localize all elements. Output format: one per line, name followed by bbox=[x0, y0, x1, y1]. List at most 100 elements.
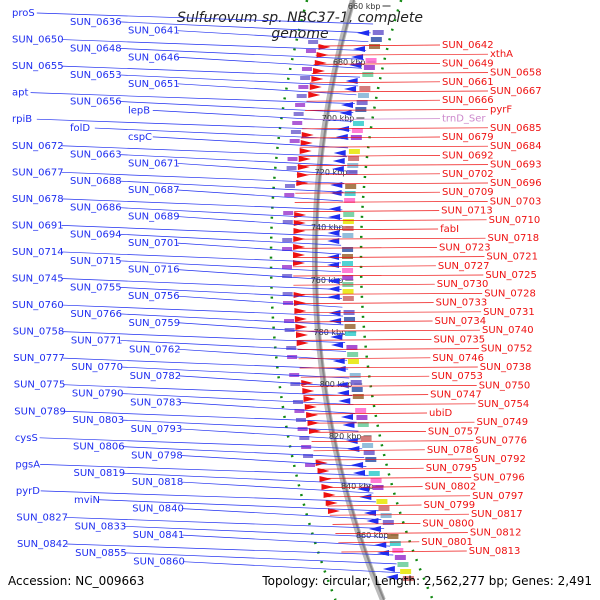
reverse-gene-arrow bbox=[325, 500, 338, 506]
gene-label: SUN_0759 bbox=[129, 318, 181, 329]
gene-label: SUN_0833 bbox=[75, 521, 127, 532]
gene-tile bbox=[356, 100, 368, 105]
gene-leader-line bbox=[302, 385, 477, 387]
gene-label: SUN_0650 bbox=[12, 35, 64, 46]
gene-label: SUN_0795 bbox=[426, 463, 478, 474]
gene-label: SUN_0677 bbox=[12, 167, 64, 178]
gene-tile bbox=[305, 463, 316, 467]
gene-label: SUN_0812 bbox=[470, 528, 522, 539]
reverse-gene-arrow bbox=[303, 396, 316, 402]
gene-label: SUN_0734 bbox=[435, 316, 487, 327]
reverse-gene-arrow bbox=[295, 324, 308, 330]
scale-label: 700 kbp bbox=[322, 114, 355, 123]
gene-leader-line bbox=[177, 242, 342, 255]
gene-leader-line bbox=[119, 313, 344, 326]
gene-leader-line bbox=[299, 366, 478, 369]
gene-leader-line bbox=[338, 541, 420, 544]
gene-label: SUN_0782 bbox=[130, 371, 182, 382]
gene-tile bbox=[344, 198, 356, 203]
gene-leader-line bbox=[293, 247, 437, 249]
gene-leader-line bbox=[297, 164, 489, 166]
forward-gene-arrow bbox=[331, 166, 344, 172]
gene-tile bbox=[287, 157, 298, 161]
forward-gene-arrow bbox=[374, 542, 387, 548]
gene-tile bbox=[382, 520, 394, 525]
gene-tile bbox=[342, 261, 354, 266]
gene-label: SUN_0735 bbox=[433, 334, 485, 345]
forward-gene-arrow bbox=[329, 318, 342, 324]
gene-label: SUN_0679 bbox=[442, 132, 494, 143]
gene-tile bbox=[290, 130, 301, 134]
gene-label: SUN_0855 bbox=[75, 548, 127, 559]
gene-label: SUN_0803 bbox=[72, 415, 124, 426]
gene-label: SUN_0718 bbox=[488, 233, 540, 244]
gene-leader-line bbox=[293, 237, 486, 240]
reverse-gene-arrow bbox=[297, 164, 310, 170]
gene-leader-line bbox=[300, 375, 430, 378]
gene-tile bbox=[369, 44, 381, 49]
gene-label: SUN_0783 bbox=[130, 397, 182, 408]
gene-tile bbox=[376, 499, 388, 504]
gene-label: SUN_0776 bbox=[475, 436, 527, 447]
gene-label: SUN_0799 bbox=[424, 500, 476, 511]
gene-tile bbox=[346, 170, 358, 175]
gene-leader-line bbox=[296, 339, 432, 341]
forward-gene-arrow bbox=[328, 310, 341, 316]
accession-label: Accession: NC_009663 bbox=[8, 574, 145, 588]
forward-gene-arrow bbox=[328, 206, 341, 212]
gene-leader-line bbox=[297, 348, 479, 350]
gene-label: SUN_0653 bbox=[70, 70, 122, 81]
gene-label: SUN_0694 bbox=[70, 229, 122, 240]
gene-label: SUN_0786 bbox=[427, 445, 479, 456]
gene-leader-line bbox=[311, 440, 474, 442]
gene-leader-line bbox=[119, 180, 344, 193]
gene-tile bbox=[350, 380, 362, 385]
gene-label: SUN_0725 bbox=[485, 270, 537, 281]
gene-leader-line bbox=[119, 287, 342, 299]
gene-leader-line bbox=[315, 53, 489, 56]
gene-tile bbox=[397, 562, 409, 567]
gene-tile bbox=[359, 86, 371, 91]
gene-leader-line bbox=[294, 201, 488, 203]
reverse-gene-arrow bbox=[311, 76, 324, 82]
gene-label: cysS bbox=[15, 433, 38, 444]
gene-leader-line bbox=[121, 393, 354, 405]
gene-tile bbox=[362, 72, 374, 77]
gene-leader-line bbox=[177, 189, 343, 202]
gene-tile bbox=[345, 331, 357, 336]
gene-leader-line bbox=[313, 63, 441, 65]
forward-gene-arrow bbox=[335, 134, 348, 140]
gene-tile bbox=[342, 254, 354, 259]
gene-label: SUN_0798 bbox=[131, 451, 183, 462]
gene-tile bbox=[346, 345, 358, 350]
forward-gene-arrow bbox=[327, 294, 340, 300]
gene-leader-line bbox=[152, 136, 349, 149]
gene-label: SUN_0793 bbox=[131, 424, 183, 435]
scale-label: 860 kbp bbox=[356, 531, 389, 540]
gene-leader-line bbox=[298, 357, 431, 360]
reverse-gene-arrow bbox=[309, 84, 322, 90]
gene-leader-line bbox=[311, 72, 489, 74]
gene-leader-line bbox=[304, 109, 489, 111]
gene-label: SUN_0775 bbox=[14, 380, 66, 391]
gene-leader-line bbox=[179, 375, 351, 388]
gene-tile bbox=[294, 409, 305, 413]
gene-tile bbox=[347, 359, 359, 364]
gene-label: SUN_0749 bbox=[476, 417, 528, 428]
gene-label: SUN_0747 bbox=[430, 390, 482, 401]
forward-gene-arrow bbox=[332, 158, 345, 164]
gene-tile bbox=[389, 541, 401, 546]
gene-tile bbox=[296, 94, 307, 98]
gene-label: folD bbox=[70, 123, 90, 134]
gene-leader-line bbox=[65, 517, 385, 529]
gene-label: SUN_0678 bbox=[12, 194, 64, 205]
gene-leader-line bbox=[324, 495, 471, 498]
gene-label: SUN_0688 bbox=[70, 176, 122, 187]
gene-leader-line bbox=[63, 384, 352, 397]
gene-label: SUN_0733 bbox=[436, 298, 488, 309]
scale-label: 680 kbp bbox=[333, 58, 366, 67]
gene-tile bbox=[392, 548, 404, 553]
gene-tile bbox=[282, 247, 293, 251]
gene-tile bbox=[286, 166, 297, 170]
gene-leader-line bbox=[304, 403, 476, 406]
